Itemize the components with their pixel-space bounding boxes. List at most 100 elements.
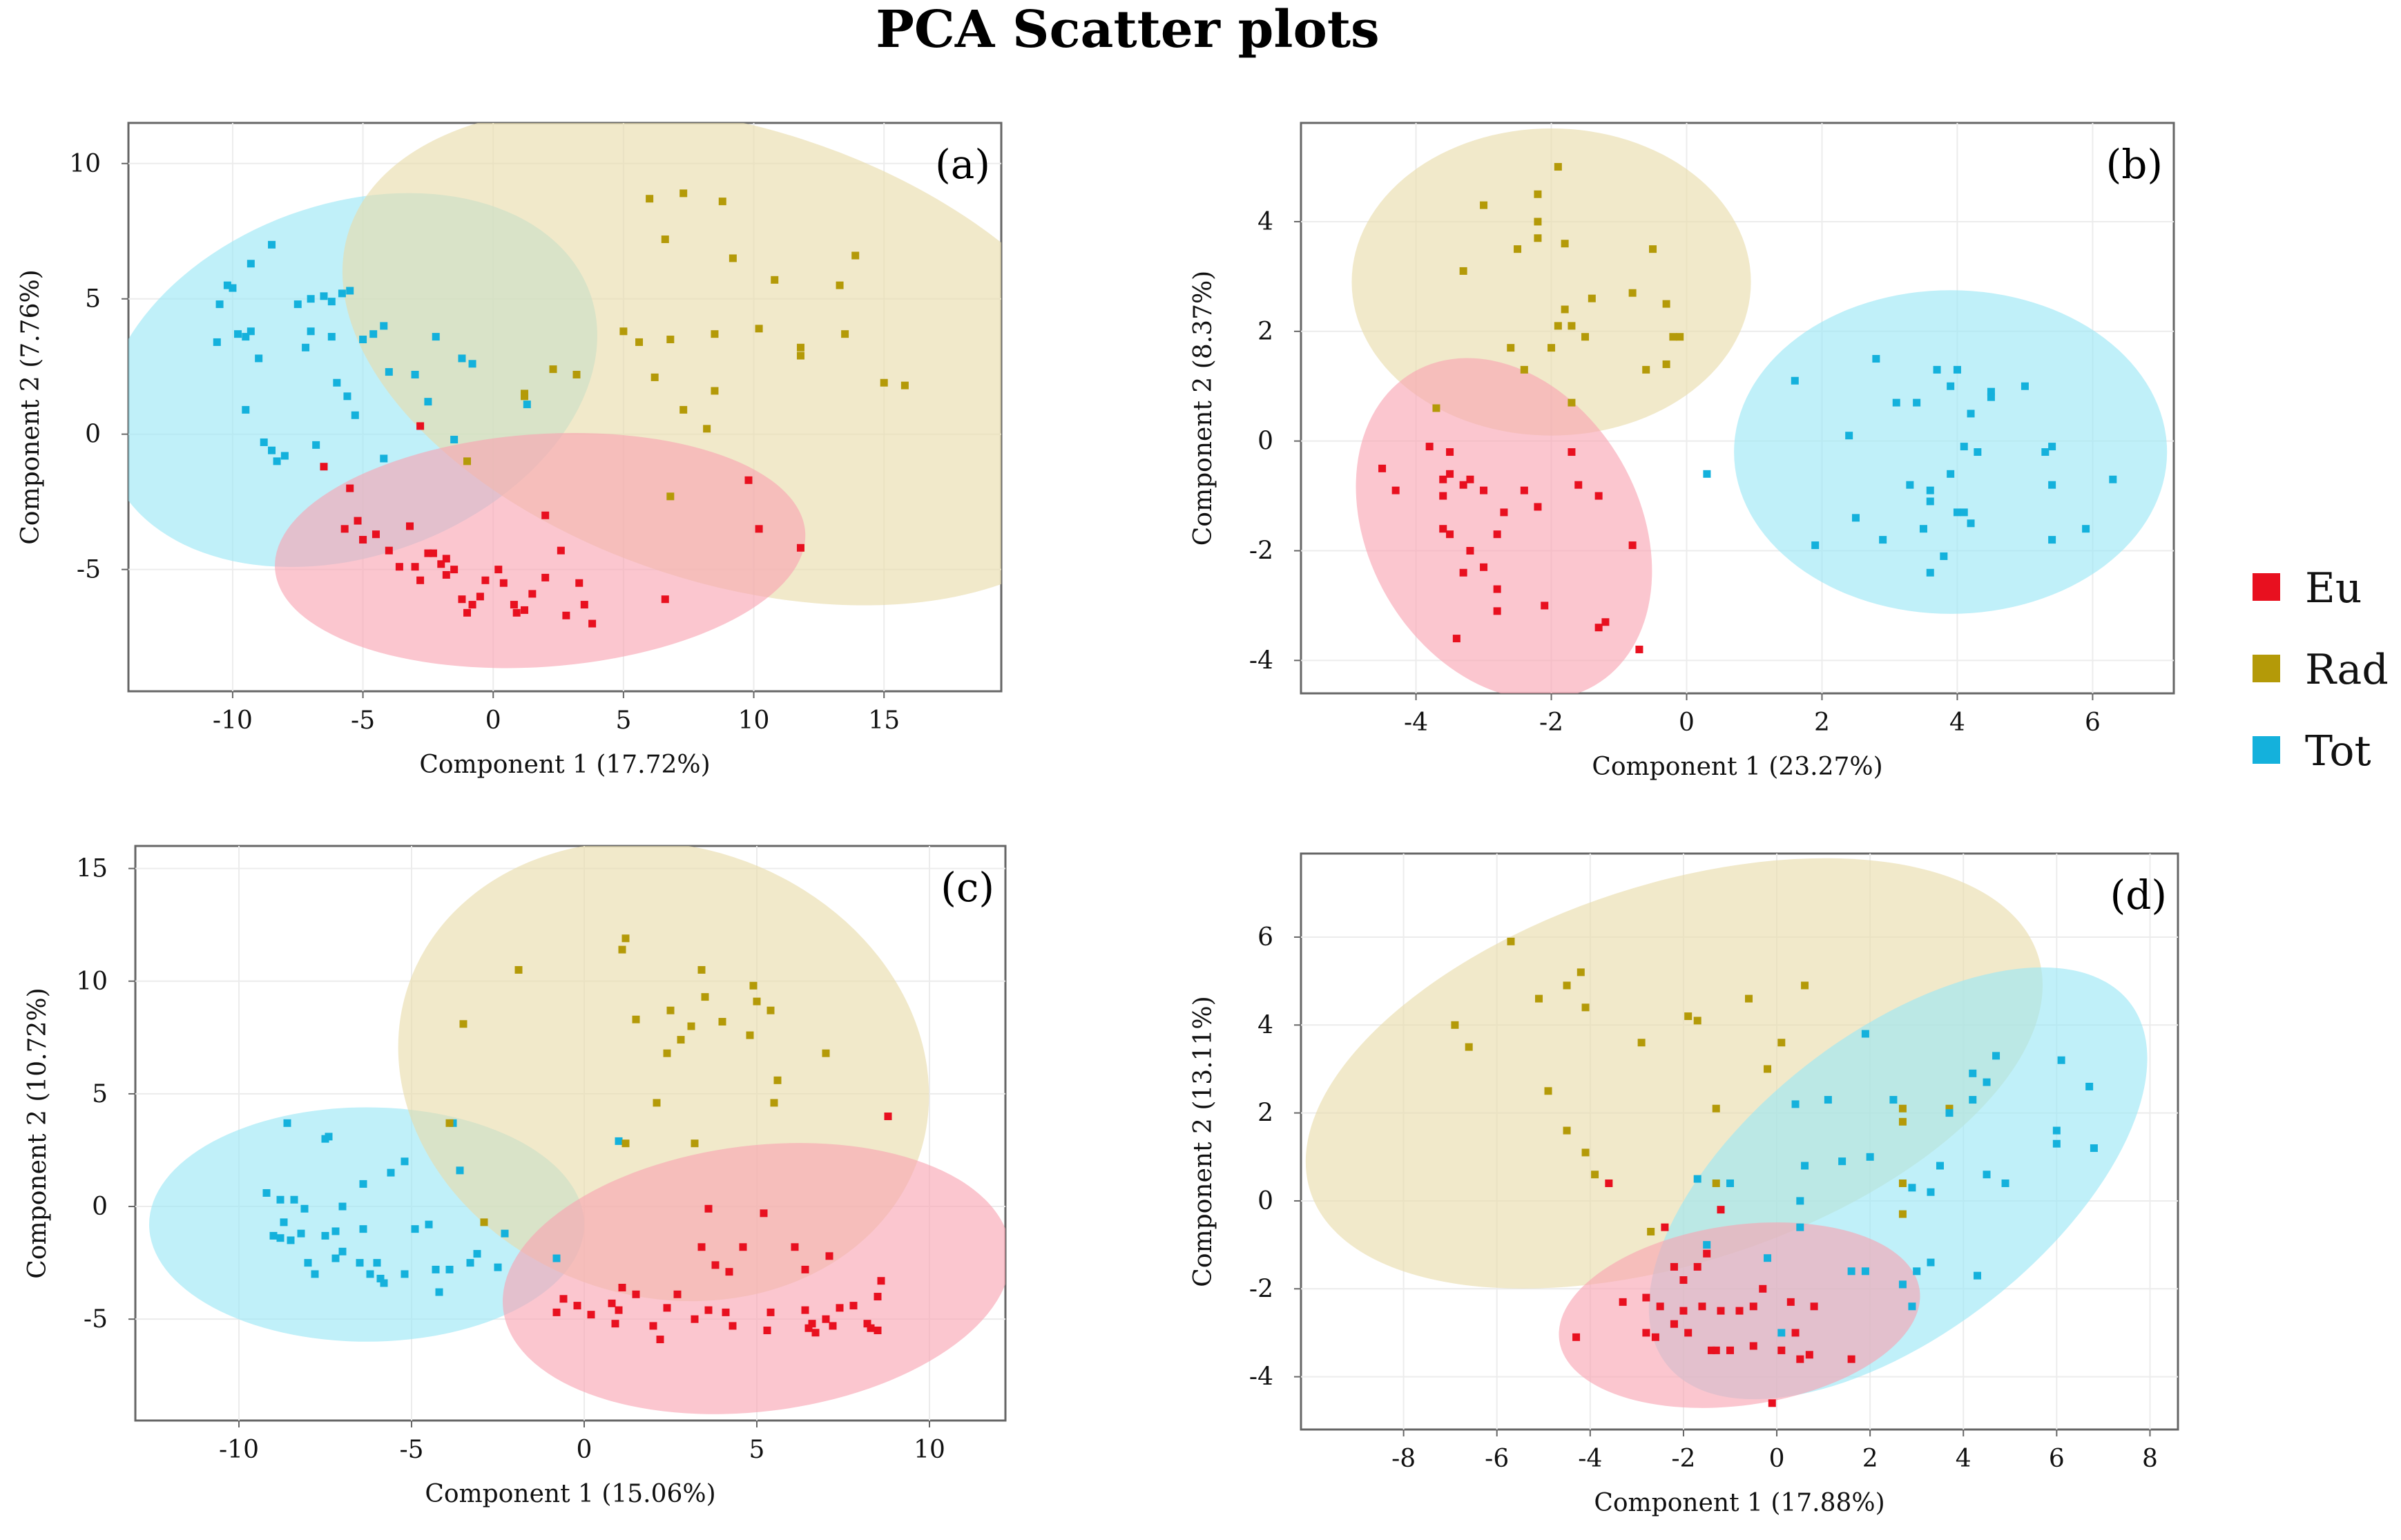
- point-tot: [1889, 1096, 1898, 1104]
- ellipse-eu: [275, 432, 806, 668]
- point-tot: [1796, 1223, 1804, 1231]
- point-tot: [1861, 1030, 1869, 1038]
- point-tot: [473, 1250, 481, 1258]
- point-eu: [1425, 443, 1434, 451]
- point-tot: [223, 281, 231, 289]
- point-eu: [691, 1315, 699, 1323]
- point-eu: [874, 1293, 882, 1301]
- y-tick-label: 5: [85, 285, 101, 314]
- point-tot: [307, 295, 315, 303]
- panel-c: -10 -5 0 5 10 -5 0 5 10 15 Component 1 (15.06%) Com…: [23, 845, 1007, 1508]
- point-eu: [1670, 1320, 1678, 1328]
- y-tick-label: -2: [1249, 537, 1273, 566]
- point-tot: [255, 354, 263, 363]
- point-rad: [1535, 994, 1543, 1003]
- point-eu: [791, 1243, 799, 1251]
- point-tot: [2041, 448, 2050, 456]
- point-eu: [849, 1302, 858, 1310]
- point-rad: [1568, 398, 1576, 407]
- point-rad: [1898, 1210, 1907, 1218]
- point-eu: [1786, 1298, 1795, 1306]
- point-rad: [653, 1099, 661, 1107]
- point-rad: [666, 1006, 675, 1014]
- point-eu: [1439, 475, 1447, 483]
- point-eu: [1452, 635, 1460, 643]
- point-eu: [877, 1277, 885, 1285]
- legend-swatch: [2253, 573, 2280, 601]
- x-tick-label: -4: [1404, 709, 1428, 737]
- point-eu: [1805, 1351, 1813, 1359]
- point-rad: [755, 325, 763, 333]
- y-tick-label: 2: [1257, 318, 1273, 346]
- point-rad: [1581, 1148, 1590, 1157]
- point-tot: [312, 441, 320, 449]
- point-rad: [621, 1139, 630, 1148]
- point-tot: [458, 354, 466, 363]
- point-rad: [1693, 1017, 1701, 1025]
- point-rad: [841, 330, 849, 338]
- point-rad: [1544, 1087, 1552, 1095]
- point-tot: [242, 333, 250, 341]
- point-tot: [268, 446, 276, 454]
- point-tot: [1940, 552, 1948, 560]
- point-tot: [276, 1234, 285, 1242]
- point-eu: [796, 543, 804, 552]
- x-tick-label: 6: [2049, 1445, 2065, 1473]
- point-eu: [1707, 1346, 1715, 1354]
- y-axis-label: Component 2 (8.37%): [1189, 271, 1217, 546]
- point-eu: [346, 484, 354, 492]
- point-tot: [338, 1247, 347, 1255]
- point-tot: [369, 330, 378, 338]
- point-rad: [445, 1119, 454, 1127]
- point-rad: [1568, 322, 1576, 330]
- x-tick-label: 5: [749, 1436, 765, 1464]
- point-eu: [1796, 1355, 1804, 1363]
- point-rad: [766, 1006, 775, 1014]
- point-rad: [1898, 1104, 1907, 1113]
- point-tot: [293, 300, 302, 309]
- point-tot: [1801, 1162, 1809, 1170]
- point-rad: [618, 945, 626, 954]
- point-eu: [1635, 645, 1643, 653]
- point-rad: [1712, 1104, 1720, 1113]
- point-eu: [587, 1311, 595, 1319]
- point-eu: [874, 1326, 882, 1334]
- x-tick-label: 2: [1814, 709, 1830, 737]
- y-tick-label: 4: [1257, 1011, 1273, 1039]
- figure-title: PCA Scatter plots: [876, 0, 1379, 59]
- point-rad: [1581, 333, 1590, 341]
- point-tot: [1824, 1096, 1832, 1104]
- point-tot: [552, 1254, 561, 1262]
- point-tot: [1908, 1184, 1916, 1192]
- panel-b: -4 -2 0 2 4 6 -4 -2 0 2 4 Component 1 (23.27%) Compo…: [1189, 122, 2175, 781]
- point-rad: [880, 378, 888, 387]
- point-eu: [863, 1320, 871, 1328]
- point-tot: [311, 1270, 319, 1278]
- point-tot: [1960, 443, 1968, 451]
- point-eu: [476, 593, 484, 601]
- point-eu: [481, 576, 490, 584]
- point-eu: [320, 463, 328, 471]
- point-tot: [1974, 448, 1982, 456]
- point-eu: [1703, 1249, 1711, 1258]
- point-eu: [1574, 481, 1583, 489]
- point-rad: [549, 365, 557, 374]
- point-eu: [704, 1204, 713, 1213]
- panel-d: -8 -6 -4 -2 0 2 4 6 8 -4 -2 0 2 4 6 Component 1 (17.88%…: [1189, 852, 2179, 1517]
- y-axis-label: Component 2 (13.11%): [1189, 996, 1217, 1287]
- point-eu: [541, 511, 550, 519]
- point-tot: [1947, 470, 1955, 478]
- point-rad: [1637, 1039, 1646, 1047]
- point-rad: [718, 198, 726, 206]
- point-eu: [588, 619, 597, 628]
- point-tot: [380, 454, 388, 463]
- ellipse-eu: [1559, 1222, 1920, 1408]
- point-eu: [1759, 1284, 1767, 1293]
- point-rad: [646, 195, 654, 203]
- point-eu: [1446, 448, 1454, 456]
- point-rad: [1777, 1039, 1786, 1047]
- point-tot: [302, 343, 310, 352]
- point-eu: [763, 1326, 771, 1334]
- point-eu: [463, 608, 472, 617]
- legend-label: Tot: [2305, 727, 2371, 776]
